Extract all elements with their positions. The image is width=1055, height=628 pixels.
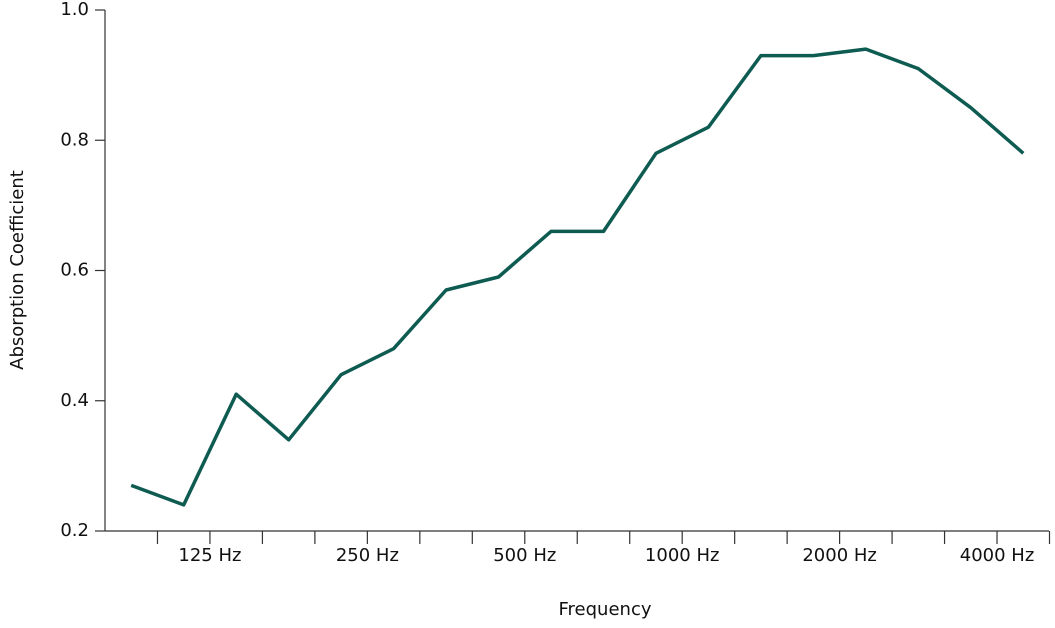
x-tick-label: 2000 Hz bbox=[802, 545, 877, 566]
line-series bbox=[130, 47, 1025, 507]
y-tick-label: 0.2 bbox=[60, 520, 89, 541]
x-tick-label: 4000 Hz bbox=[960, 545, 1035, 566]
y-axis-title: Absorption Coefficient bbox=[7, 170, 28, 370]
y-tick-label: 0.4 bbox=[60, 390, 89, 411]
x-tick-label: 500 Hz bbox=[493, 545, 556, 566]
y-tick-label: 1.0 bbox=[60, 0, 89, 20]
y-tick-label: 0.6 bbox=[60, 260, 89, 281]
x-tick-label: 125 Hz bbox=[178, 545, 241, 566]
x-axis-title: Frequency bbox=[559, 599, 652, 620]
y-tick-label: 0.8 bbox=[60, 129, 89, 150]
x-tick-label: 1000 Hz bbox=[645, 545, 720, 566]
x-tick-label: 250 Hz bbox=[336, 545, 399, 566]
